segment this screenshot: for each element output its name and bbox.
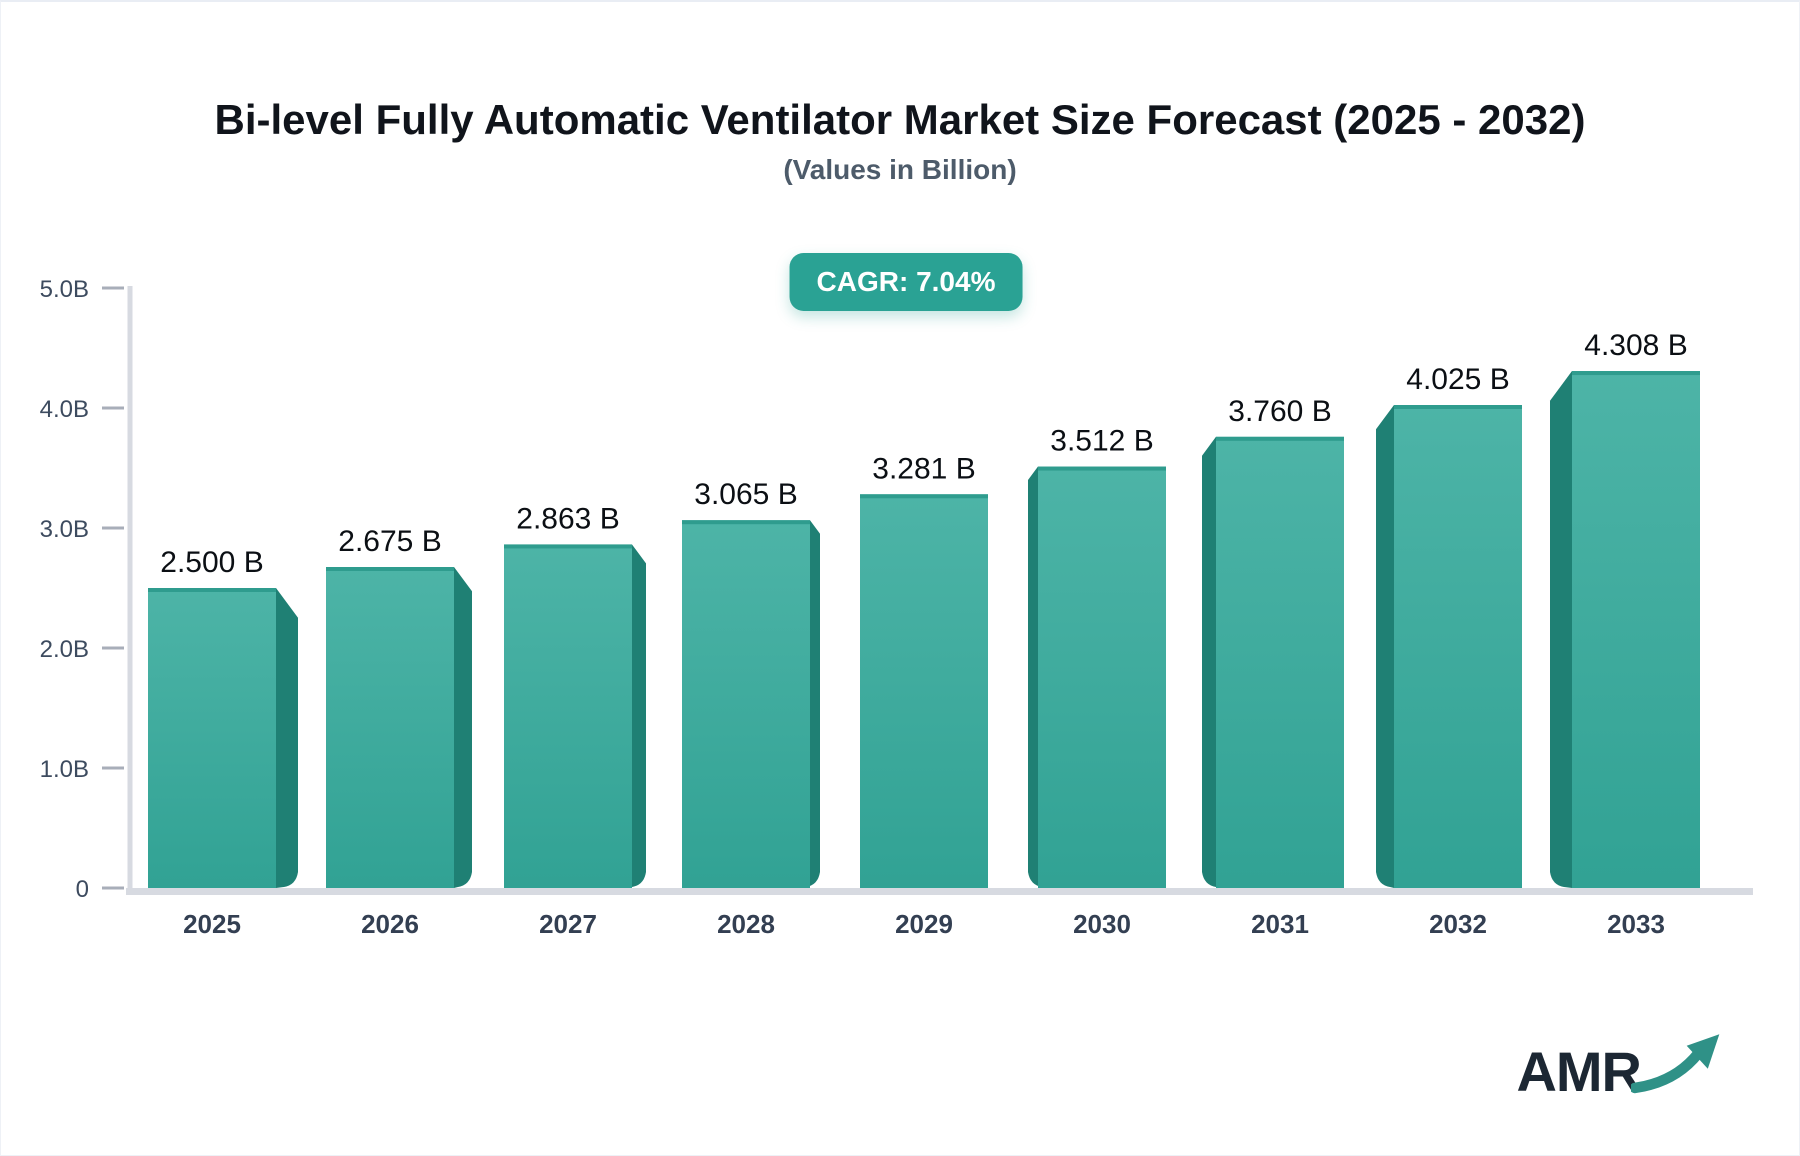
bar-top-edge <box>1216 436 1344 441</box>
bar-value-label: 4.308 B <box>1584 329 1687 362</box>
bar-value-label: 2.500 B <box>160 546 263 579</box>
bar-face <box>148 588 276 888</box>
bar-value-label: 3.512 B <box>1050 425 1153 458</box>
bar-2025: 2.500 B 2025 <box>148 546 298 939</box>
bar-2026: 2.675 B 2026 <box>326 525 472 939</box>
page-title: Bi-level Fully Automatic Ventilator Mark… <box>214 96 1586 143</box>
bar-value-label: 4.025 B <box>1406 363 1509 396</box>
bar-top-edge <box>504 544 632 549</box>
x-axis-label: 2025 <box>183 909 241 939</box>
bar-value-label: 3.065 B <box>694 478 797 511</box>
bar-2031: 3.760 B 2031 <box>1202 395 1344 939</box>
x-axis-label: 2030 <box>1073 909 1131 939</box>
bar-side <box>1376 405 1394 888</box>
bar-2030: 3.512 B 2030 <box>1028 425 1166 939</box>
bar-side <box>1550 371 1572 888</box>
bar-top-edge <box>1038 466 1166 471</box>
amr-logo-text: AMR <box>1516 1039 1642 1103</box>
bar-face <box>860 494 988 888</box>
bar-value-label: 2.863 B <box>516 502 619 535</box>
bar-top-edge <box>326 567 454 571</box>
x-axis-label: 2031 <box>1251 909 1309 939</box>
bar-side <box>276 588 298 888</box>
page-subtitle: (Values in Billion) <box>783 154 1017 185</box>
bar-face <box>682 520 810 888</box>
bar-2029: 3.281 B 2029 <box>860 452 988 939</box>
x-axis-label: 2032 <box>1429 909 1487 939</box>
bar-value-label: 2.675 B <box>338 525 441 558</box>
x-axis-label: 2028 <box>717 909 775 939</box>
y-tick-label: 4.0B <box>40 396 89 423</box>
bar-face <box>1572 371 1700 888</box>
bar-2033: 4.308 B 2033 <box>1550 329 1700 939</box>
bar-top-edge <box>148 588 276 592</box>
x-axis-label: 2033 <box>1607 909 1665 939</box>
y-tick-label: 5.0B <box>40 276 89 303</box>
growth-arrow-icon <box>1631 1034 1720 1094</box>
bar-side <box>632 544 646 888</box>
bar-face <box>1038 466 1166 888</box>
bar-top-edge <box>1394 405 1522 409</box>
cagr-badge: CAGR: 7.04% <box>789 253 1023 311</box>
bar-top-edge <box>1572 371 1700 376</box>
bar-2028: 3.065 B 2028 <box>682 478 820 939</box>
bar-face <box>326 567 454 888</box>
bar-face <box>1216 436 1344 888</box>
y-tick-label: 3.0B <box>40 516 89 543</box>
bar-2032: 4.025 B 2032 <box>1376 363 1522 939</box>
y-tick-label: 2.0B <box>40 636 89 663</box>
bar-side <box>1028 466 1042 888</box>
bar-value-label: 3.760 B <box>1228 395 1331 428</box>
bar-side <box>454 567 472 888</box>
x-axis-label: 2026 <box>361 909 419 939</box>
bar-face <box>1394 405 1522 888</box>
bar-2027: 2.863 B 2027 <box>504 502 646 939</box>
bar-side <box>1202 436 1216 888</box>
bar-side <box>806 520 820 888</box>
x-axis-label: 2027 <box>539 909 597 939</box>
amr-logo: AMR <box>1516 1033 1727 1109</box>
y-tick-label: 1.0B <box>40 756 89 783</box>
bar-top-edge <box>682 520 810 525</box>
bar-value-label: 3.281 B <box>872 452 975 485</box>
bar-face <box>504 544 632 888</box>
bar-top-edge <box>860 494 988 499</box>
y-tick-label: 0 <box>76 876 89 903</box>
x-axis-label: 2029 <box>895 909 953 939</box>
